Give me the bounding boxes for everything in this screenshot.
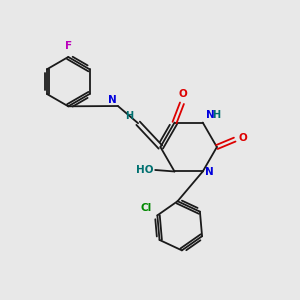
Text: H: H — [125, 111, 134, 121]
Text: Cl: Cl — [141, 203, 152, 213]
Text: F: F — [65, 41, 72, 51]
Text: N: N — [205, 167, 214, 177]
Text: N: N — [108, 94, 116, 104]
Text: H: H — [213, 110, 221, 120]
Text: N: N — [206, 110, 214, 120]
Text: O: O — [178, 89, 187, 99]
Text: O: O — [238, 133, 247, 143]
Text: HO: HO — [136, 165, 154, 175]
